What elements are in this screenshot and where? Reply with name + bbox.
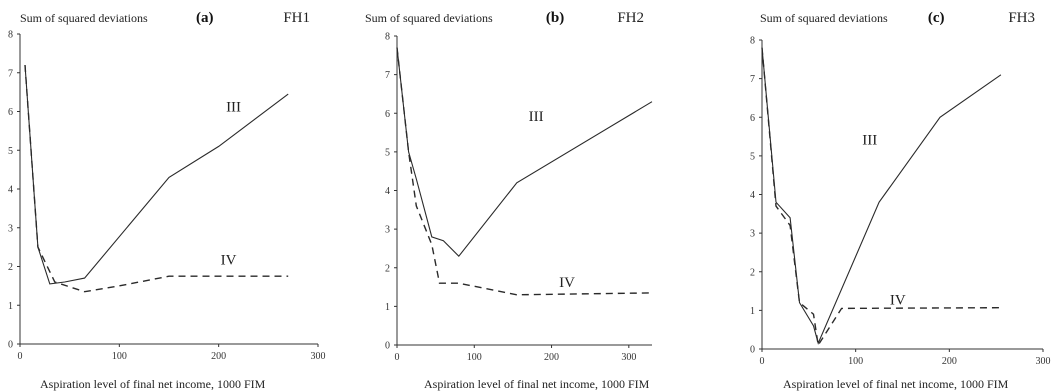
y-tick-label: 6 [8,107,13,118]
y-tick-label: 1 [385,302,390,313]
series-label: III [862,132,877,148]
y-tick-label: 2 [8,262,13,273]
panel-code: FH2 [617,10,644,26]
panel-code: FH3 [1008,10,1035,26]
x-axis-label: Aspiration level of final net income, 10… [424,377,650,391]
series-III-line [396,47,653,258]
x-tick-label: 0 [18,351,23,362]
x-tick-label: 200 [211,351,226,362]
series-label: IV [890,293,906,309]
y-axis-label: Sum of squared deviations [20,11,148,25]
x-tick-label: 300 [311,351,326,362]
x-axis-label: Aspiration level of final net income, 10… [40,377,266,391]
series-label: IV [559,275,575,291]
x-tick-label: 300 [1036,356,1051,367]
series-label: IV [221,253,237,269]
y-tick-label: 8 [385,32,390,43]
x-tick-label: 100 [112,351,127,362]
x-tick-label: 200 [942,356,957,367]
y-tick-label: 6 [750,113,755,124]
y-tick-label: 3 [8,223,13,234]
series-IV-line [761,47,1001,348]
x-tick-label: 0 [760,356,765,367]
y-tick-label: 8 [8,30,13,41]
y-tick-label: 4 [750,190,755,201]
x-tick-label: 100 [848,356,863,367]
series-label: III [226,100,241,116]
series-III-line [24,64,289,285]
y-axis-label: Sum of squared deviations [760,11,888,25]
y-tick-label: 2 [385,263,390,274]
series-label: III [529,109,544,125]
y-tick-label: 3 [750,229,755,240]
y-tick-label: 4 [8,185,13,196]
series-III-line [761,47,1002,345]
y-tick-label: 5 [8,146,13,157]
x-tick-label: 200 [544,352,559,363]
x-tick-label: 0 [395,352,400,363]
panel-label: (c) [928,10,945,26]
y-tick-label: 0 [8,340,13,351]
y-tick-label: 6 [385,109,390,120]
panel-label: (b) [546,10,564,26]
y-axis-label: Sum of squared deviations [365,11,493,25]
y-tick-label: 4 [385,186,390,197]
y-tick-label: 2 [750,267,755,278]
y-tick-label: 0 [385,341,390,352]
y-tick-label: 7 [750,74,755,85]
y-tick-label: 0 [750,345,755,356]
y-tick-label: 8 [750,36,755,47]
y-tick-label: 5 [385,147,390,158]
x-tick-label: 300 [621,352,636,363]
series-IV-line [396,47,653,296]
x-axis-label: Aspiration level of final net income, 10… [783,377,1009,391]
series-IV-line [24,64,289,293]
y-tick-label: 5 [750,151,755,162]
y-tick-label: 7 [8,68,13,79]
y-tick-label: 1 [8,301,13,312]
x-tick-label: 100 [467,352,482,363]
y-tick-label: 3 [385,225,390,236]
y-tick-label: 7 [385,70,390,81]
panel-code: FH1 [283,10,310,26]
panel-label: (a) [196,10,214,26]
y-tick-label: 1 [750,306,755,317]
